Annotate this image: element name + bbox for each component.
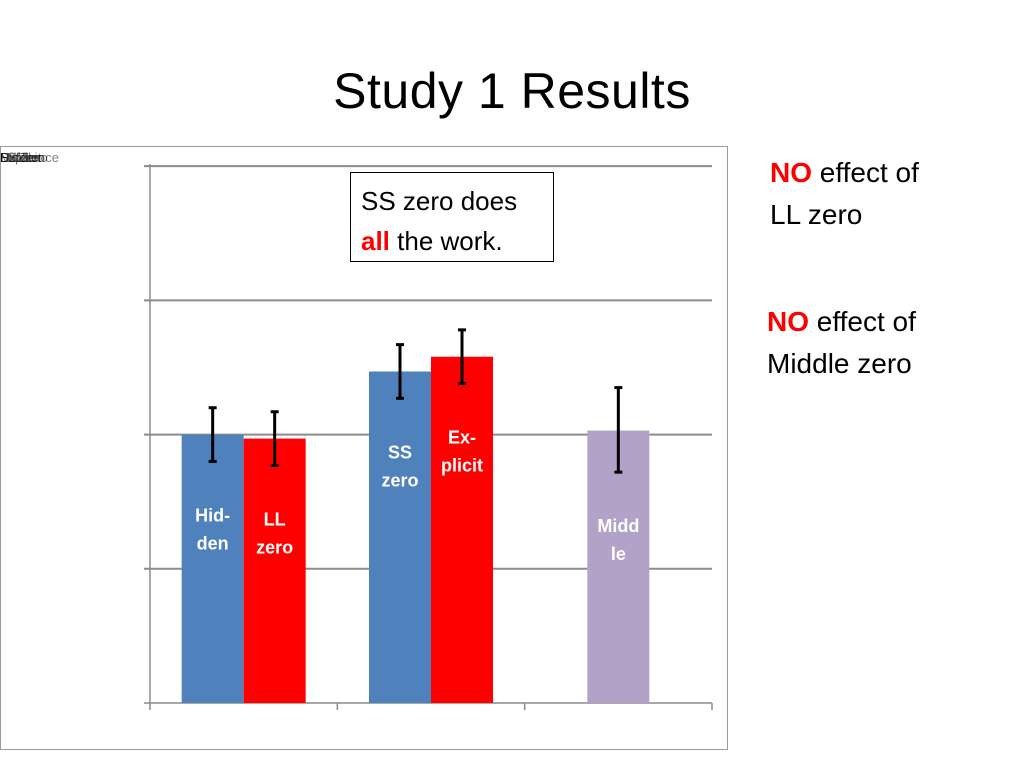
bar: [369, 371, 431, 703]
callout-line1: SS zero does: [361, 186, 518, 216]
callout-box: SS zero does all the work.: [350, 172, 554, 262]
note-middle-zero: NO effect of Middle zero: [767, 301, 916, 385]
note-line1: NO effect of: [770, 152, 919, 194]
note-rest: effect of: [812, 157, 919, 188]
overlapping-legend-labels: Hidden LL Zero SS Zero Explicit Middle D…: [0, 150, 100, 170]
slide-title: Study 1 Results: [333, 63, 691, 119]
note-rest: effect of: [809, 306, 916, 337]
note-highlight: NO: [767, 306, 809, 337]
note-highlight: NO: [770, 157, 812, 188]
overlap-label: SS Zero: [0, 150, 48, 165]
overlap-label: Explicit: [0, 150, 42, 165]
note-ll-zero: NO effect of LL zero: [770, 152, 919, 236]
overlap-label: Difference: [0, 150, 60, 165]
note-line1: NO effect of: [767, 301, 916, 343]
bar-label: le: [611, 544, 626, 564]
callout-line2: all the work.: [361, 221, 543, 261]
callout-highlight: all: [361, 226, 390, 256]
bar-label: Ex-: [448, 428, 476, 448]
bar: [243, 438, 306, 703]
bar-label: LL: [264, 509, 286, 529]
note-line2: LL zero: [770, 199, 863, 230]
bar: [587, 430, 650, 703]
bar-label: Hid-: [195, 505, 230, 525]
overlap-label: LL Zero: [0, 150, 45, 165]
overlap-label: Hidden: [0, 150, 42, 165]
callout-rest: the work.: [389, 226, 503, 256]
note-line2: Middle zero: [767, 348, 912, 379]
bar-label: Midd: [597, 516, 639, 536]
bar: [431, 356, 493, 703]
bar-label: plicit: [441, 456, 483, 476]
bar-label: SS: [388, 442, 412, 462]
bar-label: den: [197, 533, 229, 553]
bar: [181, 434, 244, 703]
chart-frame: [0, 146, 728, 750]
overlap-label: Middle: [0, 150, 39, 165]
bar-label: zero: [256, 537, 293, 557]
bar-label: zero: [381, 470, 418, 490]
